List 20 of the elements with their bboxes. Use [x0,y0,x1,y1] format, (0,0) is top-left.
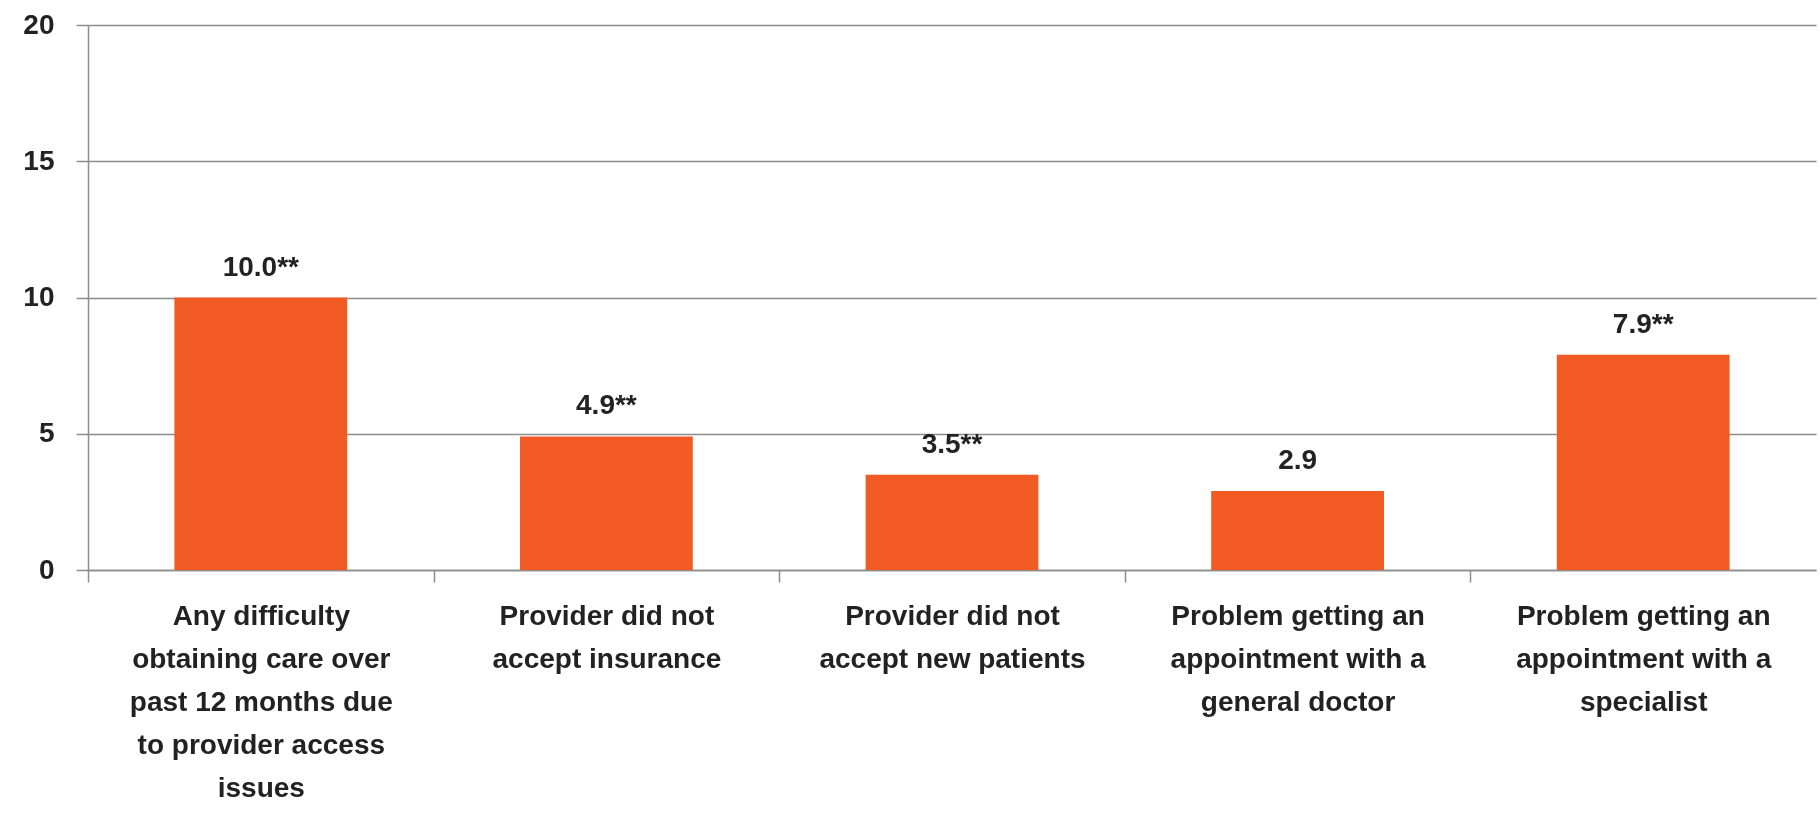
y-tick-label: 5 [38,417,55,449]
data-label: 2.9 [1278,443,1318,475]
x-tick-label: Provider did not accept insurance [492,599,722,674]
bar [865,474,1039,570]
bar [1211,490,1384,570]
data-label: 3.5** [921,427,983,459]
data-label: 10.0** [222,250,300,282]
bar [520,436,693,570]
x-tick-label: Provider did not accept new patients [819,599,1086,674]
bar [174,297,348,570]
y-tick-label: 10 [23,281,55,312]
x-tick-label: Any difficulty obtaining care over past 12 months due to provider access issues [129,599,393,803]
bar [1556,354,1730,570]
y-tick-label: 20 [23,8,55,40]
x-tick-label: Problem getting an appointment with a general doctor [1170,599,1427,717]
data-label: 4.9** [576,389,637,421]
y-tick-label: 0 [38,553,55,585]
x-tick-label: Problem getting an appointment with a specialist [1516,599,1772,717]
data-label: 7.9** [1612,307,1674,339]
y-tick-label: 15 [23,144,55,176]
